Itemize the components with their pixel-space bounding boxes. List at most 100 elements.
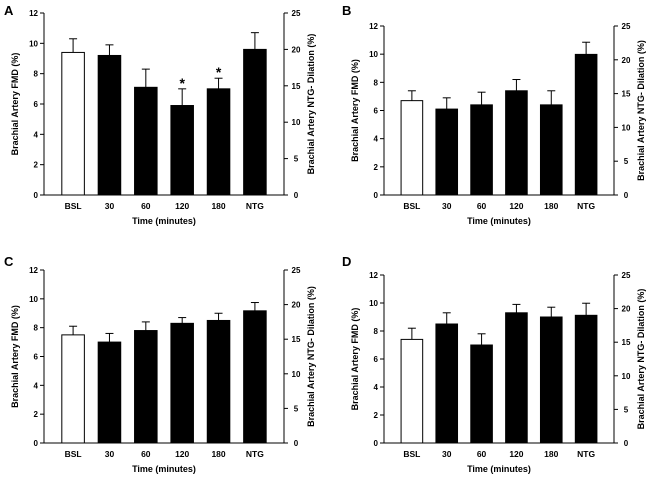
bar-30 bbox=[97, 341, 122, 444]
right-tick-label: 25 bbox=[292, 9, 301, 18]
category-label: 30 bbox=[442, 449, 452, 459]
category-label: 30 bbox=[442, 201, 452, 211]
bar-ntg bbox=[243, 48, 267, 196]
category-label: BSL bbox=[403, 449, 420, 459]
bar-120 bbox=[505, 90, 528, 196]
y-axis-label-left: Brachial Artery FMD (%) bbox=[10, 305, 20, 408]
left-tick-label: 0 bbox=[34, 191, 39, 200]
panel-letter: D bbox=[342, 254, 351, 269]
panel-letter: A bbox=[4, 3, 14, 18]
left-tick-label: 2 bbox=[34, 410, 39, 419]
category-label: BSL bbox=[65, 449, 82, 459]
x-axis-label: Time (minutes) bbox=[467, 216, 531, 226]
y-axis-label-right: Brachial Artery NTG- Dilation (%) bbox=[636, 40, 646, 181]
right-tick-label: 20 bbox=[622, 305, 631, 314]
bar-180 bbox=[206, 319, 231, 444]
bar-30 bbox=[435, 108, 459, 196]
left-tick-label: 4 bbox=[34, 130, 39, 139]
right-tick-label: 10 bbox=[622, 372, 631, 381]
bar-ntg bbox=[574, 314, 598, 444]
bar-60 bbox=[134, 330, 158, 444]
significance-marker: * bbox=[216, 64, 222, 80]
category-label: 180 bbox=[544, 449, 558, 459]
left-tick-label: 8 bbox=[374, 327, 379, 336]
y-axis-label-right: Brachial Artery NTG- Dilation (%) bbox=[306, 286, 316, 427]
left-tick-label: 4 bbox=[374, 135, 379, 144]
category-label: 60 bbox=[477, 449, 487, 459]
left-tick-label: 10 bbox=[29, 39, 38, 48]
left-tick-label: 2 bbox=[374, 411, 379, 420]
bar-180 bbox=[539, 316, 563, 444]
left-tick-label: 2 bbox=[34, 161, 39, 170]
left-tick-label: 10 bbox=[369, 299, 378, 308]
left-tick-label: 4 bbox=[374, 383, 379, 392]
right-tick-label: 0 bbox=[294, 191, 299, 200]
right-tick-label: 5 bbox=[624, 405, 629, 414]
y-axis-label-right: Brachial Artery NTG- Dilation (%) bbox=[636, 289, 646, 430]
left-tick-label: 0 bbox=[374, 439, 379, 448]
x-axis-label: Time (minutes) bbox=[132, 216, 196, 226]
right-tick-label: 10 bbox=[292, 370, 301, 379]
bar-30 bbox=[97, 54, 122, 196]
left-tick-label: 6 bbox=[34, 100, 39, 109]
right-tick-label: 5 bbox=[294, 404, 299, 413]
category-label: 30 bbox=[105, 201, 115, 211]
left-tick-label: 4 bbox=[34, 381, 39, 390]
left-tick-label: 10 bbox=[369, 50, 378, 59]
category-label: 120 bbox=[175, 201, 189, 211]
category-label: NTG bbox=[577, 449, 595, 459]
right-tick-label: 10 bbox=[622, 123, 631, 132]
x-axis-label: Time (minutes) bbox=[467, 464, 531, 474]
category-label: 180 bbox=[544, 201, 558, 211]
left-tick-label: 0 bbox=[374, 191, 379, 200]
right-tick-label: 25 bbox=[622, 271, 631, 280]
right-tick-label: 10 bbox=[292, 118, 301, 127]
y-axis-label-left: Brachial Artery FMD (%) bbox=[10, 53, 20, 156]
category-label: 180 bbox=[211, 449, 225, 459]
category-label: BSL bbox=[403, 201, 420, 211]
bar-60 bbox=[470, 344, 493, 444]
category-label: NTG bbox=[246, 449, 264, 459]
right-tick-label: 0 bbox=[624, 191, 629, 200]
left-tick-label: 8 bbox=[374, 78, 379, 87]
category-label: NTG bbox=[577, 201, 595, 211]
y-axis-label-right: Brachial Artery NTG- Dilation (%) bbox=[306, 34, 316, 175]
left-tick-label: 2 bbox=[374, 163, 379, 172]
left-tick-label: 12 bbox=[29, 9, 38, 18]
right-tick-label: 20 bbox=[292, 45, 301, 54]
bar-120 bbox=[505, 312, 528, 444]
right-tick-label: 15 bbox=[622, 90, 631, 99]
right-tick-label: 0 bbox=[294, 439, 299, 448]
bar-ntg bbox=[574, 53, 598, 196]
category-label: 60 bbox=[477, 201, 487, 211]
left-tick-label: 6 bbox=[374, 107, 379, 116]
significance-marker: * bbox=[179, 75, 185, 91]
category-label: NTG bbox=[246, 201, 264, 211]
right-tick-label: 5 bbox=[294, 155, 299, 164]
bar-180 bbox=[206, 88, 231, 196]
right-tick-label: 15 bbox=[292, 82, 301, 91]
category-label: 60 bbox=[141, 449, 151, 459]
y-axis-label-left: Brachial Artery FMD (%) bbox=[350, 308, 360, 411]
panel-letter: C bbox=[4, 254, 14, 269]
category-label: 120 bbox=[509, 201, 523, 211]
left-tick-label: 12 bbox=[369, 271, 378, 280]
left-tick-label: 6 bbox=[34, 353, 39, 362]
left-tick-label: 8 bbox=[34, 70, 39, 79]
category-label: BSL bbox=[65, 201, 82, 211]
bar-bsl bbox=[400, 338, 424, 444]
right-tick-label: 15 bbox=[292, 335, 301, 344]
bar-120 bbox=[170, 105, 194, 196]
left-tick-label: 8 bbox=[34, 324, 39, 333]
category-label: 120 bbox=[509, 449, 523, 459]
right-tick-label: 5 bbox=[624, 157, 629, 166]
left-tick-label: 12 bbox=[29, 266, 38, 275]
left-tick-label: 12 bbox=[369, 22, 378, 31]
right-tick-label: 20 bbox=[622, 56, 631, 65]
y-axis-label-left: Brachial Artery FMD (%) bbox=[350, 59, 360, 162]
